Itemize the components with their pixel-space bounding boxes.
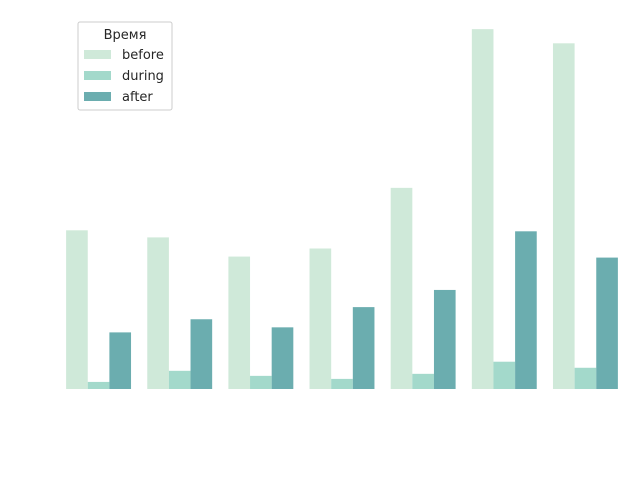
bar-before-4 bbox=[309, 248, 332, 389]
legend-items: before during after bbox=[84, 48, 164, 105]
bar-during-5 bbox=[412, 373, 434, 389]
bar-during-7 bbox=[574, 367, 597, 389]
bar-before-6 bbox=[471, 29, 494, 390]
bar-after-7 bbox=[596, 257, 618, 389]
bar-after-2 bbox=[190, 319, 213, 389]
bar-before-1 bbox=[66, 230, 88, 389]
bar-after-6 bbox=[515, 231, 537, 389]
bar-during-4 bbox=[331, 378, 353, 389]
bar-before-3 bbox=[228, 256, 251, 389]
bar-during-1 bbox=[87, 381, 110, 389]
legend: Время before during after bbox=[77, 21, 173, 111]
legend-swatch-before bbox=[84, 50, 111, 59]
bar-during-3 bbox=[250, 375, 272, 389]
bar-before-5 bbox=[390, 187, 413, 389]
bar-after-1 bbox=[109, 332, 132, 389]
bar-during-6 bbox=[493, 361, 516, 389]
legend-swatch-after bbox=[84, 92, 111, 101]
legend-label-during: during bbox=[122, 69, 164, 84]
bar-after-5 bbox=[433, 289, 456, 389]
legend-swatch-during bbox=[84, 71, 111, 80]
legend-frame bbox=[77, 21, 173, 111]
legend-title: Время bbox=[104, 28, 147, 43]
bar-before-7 bbox=[552, 43, 575, 390]
bar-during-2 bbox=[168, 370, 191, 389]
bar-after-4 bbox=[352, 307, 375, 389]
bars-layer bbox=[66, 29, 618, 390]
legend-label-before: before bbox=[122, 48, 164, 63]
bar-before-2 bbox=[147, 237, 169, 389]
legend-label-after: after bbox=[122, 90, 153, 105]
bar-after-3 bbox=[271, 327, 294, 389]
